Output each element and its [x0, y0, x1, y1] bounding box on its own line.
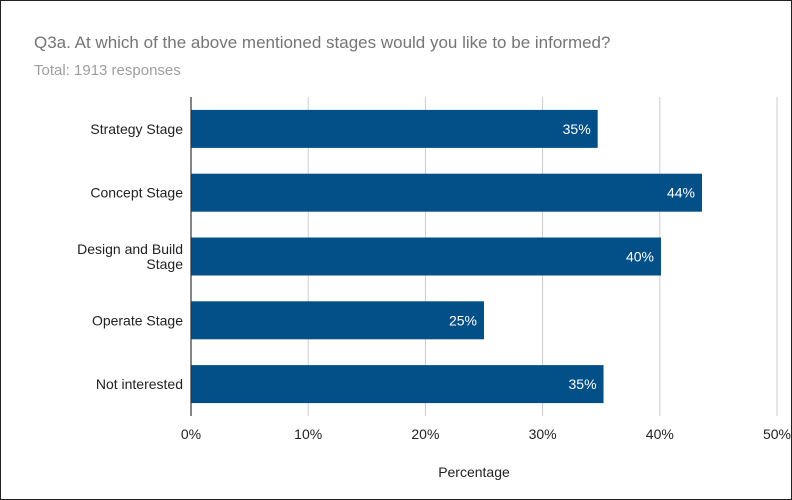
- category-label-line: Not interested: [96, 376, 183, 392]
- category-label-line: Operate Stage: [92, 312, 183, 328]
- bar-value-label: 25%: [449, 312, 477, 328]
- bar: [191, 301, 484, 340]
- category-label-line: Design and Build: [77, 241, 183, 257]
- category-label: Not interested: [96, 376, 183, 392]
- bar: [191, 237, 661, 276]
- category-label-line: Concept Stage: [90, 185, 183, 201]
- category-label-line: Stage: [146, 256, 183, 272]
- x-tick-label: 0%: [181, 426, 201, 442]
- chart-title: Q3a. At which of the above mentioned sta…: [34, 33, 611, 52]
- category-label: Strategy Stage: [90, 121, 183, 137]
- category-label: Operate Stage: [92, 312, 183, 328]
- category-label-line: Strategy Stage: [90, 121, 183, 137]
- x-axis-title: Percentage: [438, 464, 510, 480]
- bar: [191, 365, 604, 404]
- bar-value-label: 40%: [626, 249, 654, 265]
- bar-value-label: 35%: [563, 121, 591, 137]
- bar: [191, 109, 598, 148]
- category-label: Concept Stage: [90, 185, 183, 201]
- bar-value-label: 35%: [569, 376, 597, 392]
- bar: [191, 173, 702, 212]
- x-tick-label: 40%: [646, 426, 674, 442]
- x-tick-label: 30%: [529, 426, 557, 442]
- chart-subtitle: Total: 1913 responses: [34, 62, 181, 79]
- x-tick-label: 20%: [411, 426, 439, 442]
- category-label: Design and Build Stage: [77, 241, 183, 272]
- x-tick-label: 50%: [763, 426, 791, 442]
- x-tick-label: 10%: [294, 426, 322, 442]
- bar-value-label: 44%: [667, 185, 695, 201]
